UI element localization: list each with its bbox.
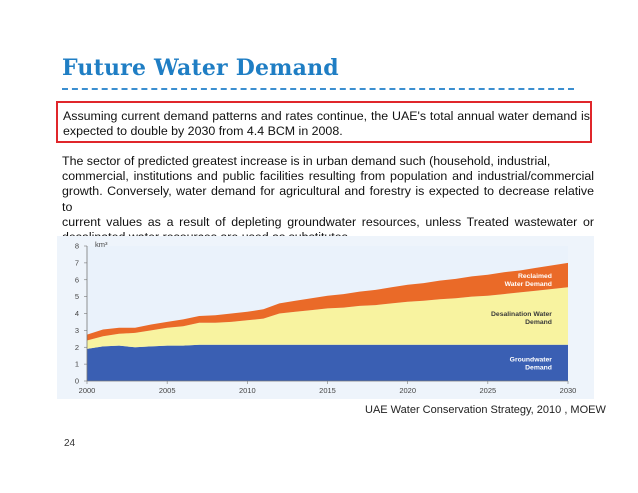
paragraph-line: current values as a result of depleting … <box>62 214 594 229</box>
series-label: Water Demand <box>505 281 552 288</box>
y-tick-label: 8 <box>75 242 79 251</box>
series-label: Demand <box>525 364 552 371</box>
y-tick-label: 5 <box>75 292 79 301</box>
series-label: Groundwater <box>510 356 553 363</box>
page-number: 24 <box>64 438 76 449</box>
x-tick-label: 2030 <box>560 386 577 395</box>
series-area-reclaimed-water-demand <box>87 262 568 341</box>
chart-canvas: 0 1 2 3 4 5 6 7 8 km³ 2000 2005 2010 2015 2020 2025 2030… <box>75 240 577 395</box>
title-divider <box>62 88 574 90</box>
y-tick-label: 0 <box>75 377 79 386</box>
series-area-desalination-water-demand <box>87 287 568 349</box>
y-tick-label: 7 <box>75 258 79 267</box>
x-tick-label: 2005 <box>159 386 176 395</box>
body-paragraph: The sector of predicted greatest increas… <box>62 154 594 245</box>
x-tick-label: 2020 <box>399 386 416 395</box>
highlight-line: Assuming current demand patterns and rat… <box>63 109 590 123</box>
paragraph-line: commercial, institutions and public faci… <box>62 169 594 184</box>
x-tick-label: 2000 <box>79 386 96 395</box>
source-citation: UAE Water Conservation Strategy, 2010 , … <box>365 404 606 416</box>
slide-title: Future Water Demand <box>62 55 339 81</box>
series-label: Reclaimed <box>518 273 552 280</box>
highlight-box: Assuming current demand patterns and rat… <box>56 101 592 143</box>
y-tick-label: 4 <box>75 309 79 318</box>
paragraph-line: growth. Conversely, water demand for agr… <box>62 184 594 214</box>
y-tick-label: 6 <box>75 275 79 284</box>
x-tick-label: 2010 <box>239 386 256 395</box>
water-demand-chart: 0 1 2 3 4 5 6 7 8 km³ 2000 2005 2010 2015 2020 2025 2030… <box>57 236 594 399</box>
series-area-groundwater-demand <box>87 344 568 381</box>
paragraph-line: The sector of predicted greatest increas… <box>62 154 551 168</box>
y-tick-label: 1 <box>75 360 79 369</box>
series-label: Demand <box>525 319 552 326</box>
y-tick-label: 2 <box>75 343 79 352</box>
x-tick-label: 2025 <box>479 386 496 395</box>
series-label: Desalination Water <box>491 311 552 318</box>
highlight-line: expected to double by 2030 from 4.4 BCM … <box>63 124 343 138</box>
y-axis-unit-label: km³ <box>95 240 108 249</box>
x-tick-label: 2015 <box>319 386 336 395</box>
y-tick-label: 3 <box>75 326 79 335</box>
